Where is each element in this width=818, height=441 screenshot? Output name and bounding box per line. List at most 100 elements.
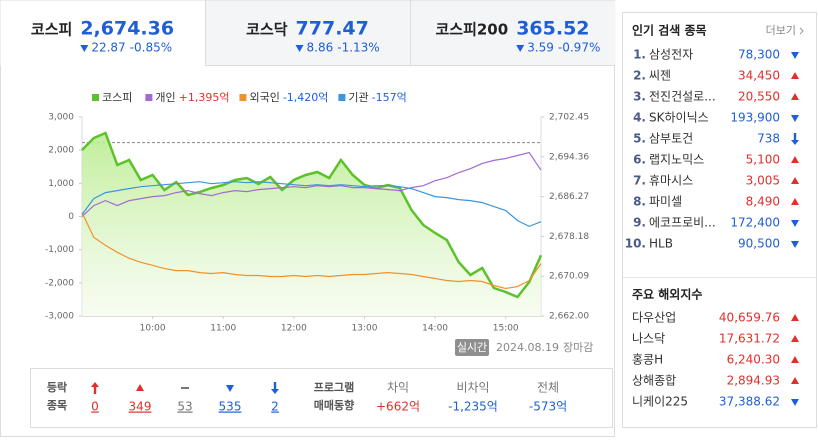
- stats-count[interactable]: 535: [219, 400, 242, 414]
- chart-date: 2024.08.19: [496, 341, 559, 354]
- tab-name: 코스피200: [435, 21, 508, 39]
- y-tick-label: -3,000: [45, 312, 74, 322]
- stock-name[interactable]: 삼성전자: [649, 48, 693, 62]
- realtime-badge: [455, 339, 489, 356]
- stock-name[interactable]: 삼부토건: [649, 132, 693, 146]
- stock-price: 172,400: [730, 216, 780, 230]
- y-tick-label: 1,000: [48, 179, 74, 189]
- tab-change: 3.59: [527, 41, 554, 55]
- legend-value: -157억: [372, 91, 407, 104]
- program-label: 전체: [537, 381, 559, 395]
- program-value: -1,235억: [448, 400, 498, 414]
- stock-name[interactable]: 파미셀: [649, 195, 682, 209]
- tab-change: 22.87: [91, 41, 125, 55]
- stock-name[interactable]: 씨젠: [649, 69, 671, 83]
- index-name[interactable]: 홍콩H: [632, 353, 663, 367]
- rank: 6.: [633, 153, 646, 167]
- change-icon: [791, 335, 799, 342]
- y-tick-label: 2,694.36: [549, 152, 589, 162]
- legend-value: -1,420억: [283, 91, 329, 104]
- change-icon: [791, 52, 799, 59]
- stats-count[interactable]: 2: [271, 400, 279, 414]
- y-tick-label: 2,686.27: [549, 192, 589, 202]
- stock-name[interactable]: 에코프로비...: [649, 216, 716, 230]
- change-icon: [791, 93, 799, 100]
- rank: 10.: [625, 237, 646, 251]
- change-icon: [791, 72, 799, 79]
- index-name[interactable]: 다우산업: [632, 311, 676, 325]
- popular-title: 인기 검색 종목: [632, 23, 707, 38]
- legend-value: +1,395억: [179, 91, 230, 104]
- badge-text: 실시간: [457, 341, 487, 354]
- overseas-title: 주요 해외지수: [632, 287, 702, 302]
- rank: 5.: [633, 132, 646, 146]
- y-tick-label: 2,670.09: [549, 272, 589, 282]
- x-tick-label: 10:00: [140, 324, 166, 334]
- legend-swatch: [92, 94, 99, 101]
- index-name[interactable]: 나스닥: [632, 332, 665, 346]
- program-value: -573억: [529, 400, 567, 414]
- index-name[interactable]: 상해종합: [632, 374, 676, 388]
- rank: 4.: [633, 111, 646, 125]
- tab[interactable]: [410, 0, 616, 66]
- tab-value: 365.52: [516, 18, 589, 40]
- change-icon: [136, 384, 144, 391]
- legend-label: 코스피: [102, 91, 132, 104]
- index-value: 6,240.30: [727, 353, 780, 367]
- tab-name: 코스닥: [246, 21, 288, 39]
- index-name[interactable]: 니케이225: [632, 395, 688, 409]
- stats-count[interactable]: 349: [129, 400, 152, 414]
- y-tick-label: 2,678.18: [549, 232, 589, 242]
- change-icon: [516, 45, 525, 52]
- stock-name[interactable]: 휴마시스: [649, 174, 693, 188]
- change-icon: [791, 314, 799, 321]
- x-tick-label: 13:00: [351, 324, 377, 334]
- tab-rate: -0.97%: [558, 41, 600, 55]
- stock-name[interactable]: SK하이닉스: [649, 111, 709, 125]
- tab[interactable]: [205, 0, 411, 66]
- rank: 3.: [633, 90, 646, 104]
- legend-swatch: [338, 94, 346, 101]
- change-icon: [791, 115, 799, 122]
- stock-name[interactable]: 전진건설로...: [649, 90, 716, 104]
- stock-price: 34,450: [738, 69, 780, 83]
- change-icon: [791, 156, 799, 163]
- legend-label: 외국인: [249, 91, 279, 104]
- stock-name[interactable]: 랩지노믹스: [649, 153, 704, 167]
- stock-price: 193,900: [730, 111, 780, 125]
- tab-name: 코스피: [31, 21, 72, 39]
- y-tick-label: 3,000: [48, 113, 74, 123]
- y-tick-label: 0: [68, 212, 74, 222]
- tab-rate: -1.13%: [337, 41, 379, 55]
- x-tick-label: 11:00: [210, 324, 236, 334]
- tab[interactable]: [0, 0, 206, 66]
- rank: 2.: [633, 69, 646, 83]
- stock-price: 90,500: [738, 237, 780, 251]
- stats-count[interactable]: 53: [177, 400, 192, 414]
- chart-status: 장마감: [563, 341, 593, 354]
- change-icon: [271, 382, 279, 394]
- x-tick-label: 14:00: [422, 324, 448, 334]
- legend-swatch: [145, 94, 153, 101]
- change-icon: [791, 220, 799, 227]
- program-label: 비차익: [456, 381, 489, 395]
- line: [81, 181, 542, 228]
- change-icon: [181, 387, 189, 389]
- stats-count[interactable]: 0: [91, 400, 99, 414]
- rank: 1.: [633, 48, 646, 62]
- change-icon: [791, 399, 799, 406]
- stock-price: 78,300: [738, 48, 780, 62]
- y-tick-label: -1,000: [45, 245, 74, 255]
- stock-price: 20,550: [738, 90, 780, 104]
- x-tick-label: 12:00: [281, 324, 307, 334]
- more-link[interactable]: 더보기: [766, 24, 796, 37]
- stock-name[interactable]: HLB: [649, 237, 673, 251]
- change-icon: [791, 177, 799, 184]
- tab-value: 777.47: [296, 18, 369, 40]
- stock-price: 8,490: [746, 195, 780, 209]
- change-icon: [226, 385, 234, 392]
- tab-value: 2,674.36: [80, 18, 174, 40]
- y-tick-label: 2,662.00: [549, 312, 589, 322]
